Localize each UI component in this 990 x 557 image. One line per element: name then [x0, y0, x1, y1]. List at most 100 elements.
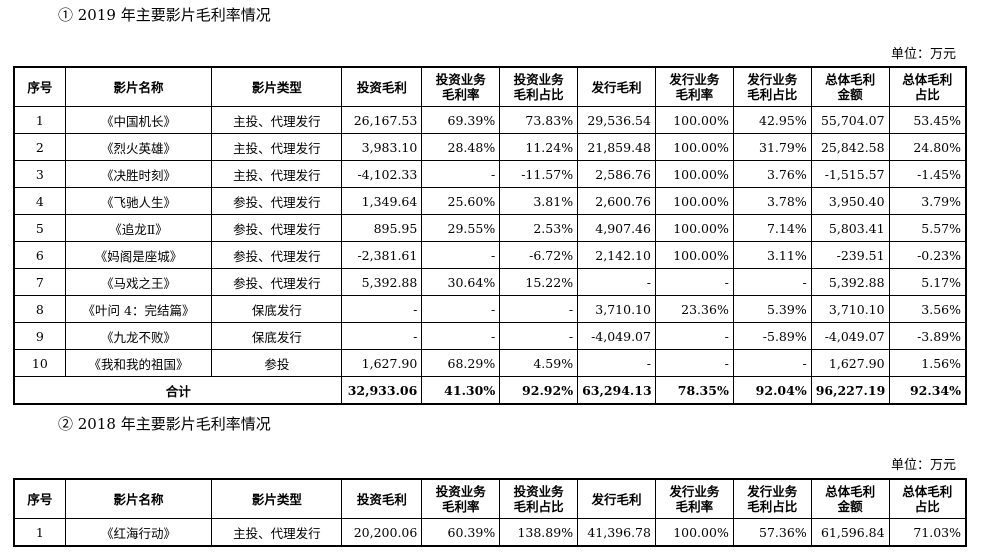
cell-investment-margin: 68.29%: [421, 349, 501, 377]
cell-distribution-gross-profit: -4,049.07: [577, 322, 656, 350]
cell-investment-share: 3.81%: [499, 187, 579, 215]
total-investment-share: 92.92%: [499, 376, 579, 405]
table-row: 7 《马戏之王》 参投、代理发行 5,392.88 30.64% 15.22% - - -5,3…: [13, 268, 967, 296]
cell-distribution-gross-profit: 3,710.10: [577, 295, 656, 323]
cell-investment-share: 138.89%: [499, 518, 579, 547]
cell-film-type: 参投、代理发行: [211, 187, 343, 215]
cell-distribution-margin: 100.00%: [654, 214, 734, 242]
section-heading-2018: ② 2018 年主要影片毛利率情况: [58, 415, 271, 433]
cell-film-name: 《我和我的祖国》: [64, 349, 213, 377]
cell-film-type: 参投、代理发行: [211, 241, 343, 269]
cell-film-name: 《叶问 4：完结篇》: [64, 295, 213, 323]
cell-distribution-gross-profit: 2,600.76: [577, 187, 656, 215]
cell-row-index: 2: [13, 133, 66, 161]
cell-distribution-share: -5.89%: [732, 322, 812, 350]
cell-row-index: 1: [13, 518, 66, 547]
header-total-gross-profit: 总体毛利 金额: [810, 478, 890, 519]
cell-row-index: 5: [13, 214, 66, 242]
cell-film-type: 主投、代理发行: [211, 106, 343, 134]
header-distribution-margin: 发行业务 毛利率: [654, 66, 734, 107]
cell-film-name: 《妈阁是座城》: [64, 241, 213, 269]
cell-investment-margin: 69.39%: [421, 106, 501, 134]
unit-label-2019: 单位：万元: [890, 47, 956, 62]
cell-row-index: 10: [13, 349, 66, 377]
cell-film-type: 参投: [211, 349, 343, 377]
header-total-gross-profit: 总体毛利 金额: [810, 66, 890, 107]
cell-distribution-share: -: [732, 268, 812, 296]
total-investment-gross-profit: 32,933.06: [341, 376, 423, 405]
header-distribution-gross-profit: 发行毛利: [577, 66, 656, 107]
section-heading-2019: ① 2019 年主要影片毛利率情况: [58, 6, 271, 24]
cell-film-name: 《中国机长》: [64, 106, 213, 134]
cell-investment-margin: -: [421, 322, 501, 350]
cell-investment-margin: 29.55%: [421, 214, 501, 242]
cell-row-index: 8: [13, 295, 66, 323]
cell-investment-gross-profit: 1,627.90: [341, 349, 423, 377]
cell-total-share: 5.57%: [888, 214, 967, 242]
gross-margin-table-2019: 序号 影片名称 影片类型 投资毛利 投资业务 毛利率 投资业务 毛利占比 发行毛利 发行业务 毛利率…: [13, 66, 967, 405]
cell-film-type: 主投、代理发行: [211, 160, 343, 188]
cell-investment-share: 15.22%: [499, 268, 579, 296]
cell-distribution-margin: -: [654, 322, 734, 350]
table-row: 10 《我和我的祖国》 参投 1,627.90 68.29% 4.59% - - -1,627.…: [13, 349, 967, 377]
cell-investment-margin: 60.39%: [421, 518, 501, 547]
cell-distribution-share: 3.76%: [732, 160, 812, 188]
cell-distribution-margin: 100.00%: [654, 187, 734, 215]
table-header-row: 序号 影片名称 影片类型 投资毛利 投资业务 毛利率 投资业务 毛利占比 发行毛利 发行业务 毛利率…: [13, 478, 967, 519]
cell-row-index: 7: [13, 268, 66, 296]
table-row: 5 《追龙Ⅱ》 参投、代理发行 895.95 29.55% 2.53% 4,907.46 10…: [13, 214, 967, 242]
cell-film-name: 《飞驰人生》: [64, 187, 213, 215]
cell-total-share: -0.23%: [888, 241, 967, 269]
cell-distribution-share: 3.78%: [732, 187, 812, 215]
cell-investment-gross-profit: 3,983.10: [341, 133, 423, 161]
cell-distribution-gross-profit: -: [577, 349, 656, 377]
cell-total-share: 3.56%: [888, 295, 967, 323]
cell-total-share: 3.79%: [888, 187, 967, 215]
cell-investment-share: 73.83%: [499, 106, 579, 134]
cell-film-name: 《烈火英雄》: [64, 133, 213, 161]
header-row-index: 序号: [13, 66, 66, 107]
cell-investment-margin: -: [421, 241, 501, 269]
cell-total-gross-profit: 3,950.40: [810, 187, 890, 215]
cell-distribution-gross-profit: 29,536.54: [577, 106, 656, 134]
total-total-share: 92.34%: [888, 376, 967, 405]
cell-total-share: -3.89%: [888, 322, 967, 350]
cell-total-share: 71.03%: [888, 518, 967, 547]
cell-distribution-gross-profit: 4,907.46: [577, 214, 656, 242]
cell-distribution-share: 42.95%: [732, 106, 812, 134]
cell-total-gross-profit: 55,704.07: [810, 106, 890, 134]
cell-investment-gross-profit: 20,200.06: [341, 518, 423, 547]
header-investment-share: 投资业务 毛利占比: [499, 66, 579, 107]
cell-total-gross-profit: -4,049.07: [810, 322, 890, 350]
cell-distribution-margin: -: [654, 268, 734, 296]
cell-investment-share: 4.59%: [499, 349, 579, 377]
cell-film-type: 主投、代理发行: [211, 518, 343, 547]
total-distribution-share: 92.04%: [732, 376, 812, 405]
total-distribution-margin: 78.35%: [654, 376, 734, 405]
header-film-type: 影片类型: [211, 478, 343, 519]
cell-film-type: 保底发行: [211, 322, 343, 350]
cell-investment-gross-profit: -: [341, 322, 423, 350]
cell-distribution-margin: 23.36%: [654, 295, 734, 323]
header-distribution-margin: 发行业务 毛利率: [654, 478, 734, 519]
header-distribution-share: 发行业务 毛利占比: [732, 66, 812, 107]
table-row: 8 《叶问 4：完结篇》 保底发行 - - -3,710.10 23.36% 5.39% 3,7…: [13, 295, 967, 323]
table-row: 6 《妈阁是座城》 参投、代理发行 -2,381.61- -6.72% 2,142.10 1…: [13, 241, 967, 269]
cell-distribution-gross-profit: 2,142.10: [577, 241, 656, 269]
cell-film-type: 参投、代理发行: [211, 214, 343, 242]
cell-total-share: 5.17%: [888, 268, 967, 296]
cell-total-gross-profit: 25,842.58: [810, 133, 890, 161]
cell-investment-share: -6.72%: [499, 241, 579, 269]
cell-total-gross-profit: -1,515.57: [810, 160, 890, 188]
cell-investment-gross-profit: -: [341, 295, 423, 323]
cell-distribution-share: 31.79%: [732, 133, 812, 161]
table-row: 3 《决胜时刻》 主投、代理发行 -4,102.33- -11.57% 2,586.76 1…: [13, 160, 967, 188]
cell-distribution-margin: -: [654, 349, 734, 377]
cell-total-gross-profit: 3,710.10: [810, 295, 890, 323]
cell-total-gross-profit: 61,596.84: [810, 518, 890, 547]
header-row-index: 序号: [13, 478, 66, 519]
header-total-share: 总体毛利 占比: [888, 478, 967, 519]
cell-row-index: 3: [13, 160, 66, 188]
cell-row-index: 6: [13, 241, 66, 269]
total-row: 合计 32,933.06 41.30% 92.92% 63,294.13 78.35% 92…: [13, 376, 967, 405]
